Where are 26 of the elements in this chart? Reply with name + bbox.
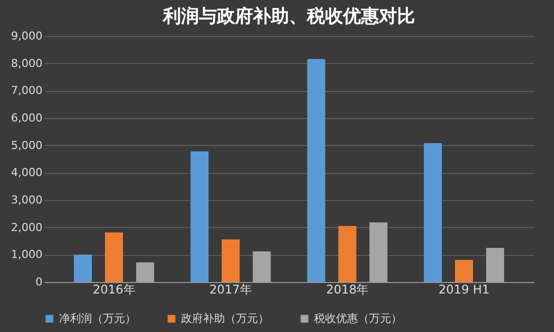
y-tick-label: 8,000 xyxy=(11,56,42,70)
bar xyxy=(307,58,326,282)
y-tick-label: 6,000 xyxy=(11,112,42,124)
y-tick-label: 5,000 xyxy=(11,138,42,152)
y-tick-label: 4,000 xyxy=(11,166,42,180)
y-tick-label: 3,000 xyxy=(11,194,42,206)
bar xyxy=(222,239,240,282)
y-tick-label: 0 xyxy=(36,276,42,288)
bar xyxy=(190,151,209,282)
bar xyxy=(338,226,356,282)
y-tick-label: 7,000 xyxy=(11,84,42,98)
y-tick-label: 2,000 xyxy=(11,220,42,234)
y-tick-label: 1,000 xyxy=(11,248,42,262)
chart-title: 利润与政府补助、税收优惠对比 xyxy=(162,6,415,27)
x-tick-label: 2018年 xyxy=(326,282,369,296)
bar xyxy=(455,260,473,282)
bar xyxy=(105,232,123,282)
x-tick-label: 2016年 xyxy=(92,282,136,296)
x-tick-label: 2017年 xyxy=(209,282,252,296)
legend-label: 净利润（万元） xyxy=(59,312,136,325)
y-tick-label: 9,000 xyxy=(11,30,42,42)
legend-label: 税收优惠（万元） xyxy=(314,312,402,325)
bar xyxy=(424,143,442,282)
x-tick-label: 2019 H1 xyxy=(438,282,490,296)
legend-label: 政府补助（万元） xyxy=(181,312,269,325)
bar xyxy=(74,254,92,282)
